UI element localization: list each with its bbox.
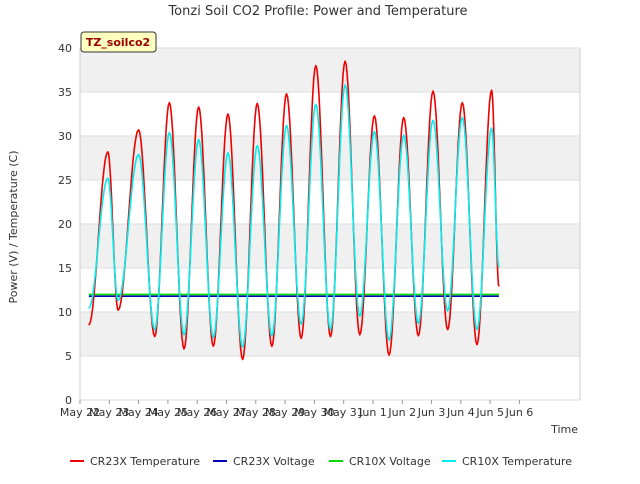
- x-tick-label: Jun 6: [505, 406, 534, 419]
- x-tick-label: May 23: [89, 406, 129, 419]
- series-line-cr10x-temperature: [88, 84, 500, 348]
- x-axis-label: Time: [550, 423, 578, 436]
- site-badge-box: [80, 31, 157, 53]
- x-tick-label: May 28: [236, 406, 276, 419]
- legend-label: CR10X Voltage: [349, 455, 431, 468]
- y-tick-label: 0: [65, 394, 72, 407]
- y-tick-labels: 0 5 10 15 20 25 30 35 40: [58, 42, 72, 407]
- y-tick-label: 15: [58, 262, 72, 275]
- x-tick-label: Jun 4: [446, 406, 475, 419]
- x-tick-label: May 22: [60, 406, 100, 419]
- plot-band: [80, 268, 580, 312]
- legend-label: CR23X Voltage: [233, 455, 315, 468]
- plot-band: [80, 136, 580, 180]
- x-tick-label: Jun 1: [358, 406, 387, 419]
- series-group: [88, 60, 500, 361]
- y-tick-label: 20: [58, 218, 72, 231]
- plot-band: [80, 224, 580, 268]
- legend-label: CR10X Temperature: [462, 455, 572, 468]
- plot-band: [80, 356, 580, 400]
- x-tick-label: May 25: [148, 406, 188, 419]
- y-tick-label: 5: [65, 350, 72, 363]
- x-tick-label: Jun 5: [475, 406, 504, 419]
- x-tick-label: May 29: [265, 406, 305, 419]
- y-axis-label: Power (V) / Temperature (C): [7, 150, 20, 303]
- chart-title: Tonzi Soil CO2 Profile: Power and Temper…: [167, 4, 467, 19]
- x-tick-label: May 24: [118, 406, 158, 419]
- x-tick-label: May 30: [294, 406, 334, 419]
- x-tick-label: Jun 2: [387, 406, 416, 419]
- x-tick-label: Jun 3: [417, 406, 446, 419]
- x-tick-label: May 27: [206, 406, 246, 419]
- series-line-cr23x-temperature: [88, 60, 500, 361]
- legend-label: CR23X Temperature: [90, 455, 200, 468]
- x-tick-label: May 26: [177, 406, 217, 419]
- plot-band: [80, 180, 580, 224]
- site-badge-label: TZ_soilco2: [86, 36, 150, 49]
- y-tick-label: 30: [58, 130, 72, 143]
- y-tick-label: 35: [58, 86, 72, 99]
- site-badge: TZ_soilco2: [80, 31, 157, 53]
- y-tick-label: 10: [58, 306, 72, 319]
- legend: CR23X Temperature CR23X Voltage CR10X Volt…: [70, 455, 572, 468]
- plot-band: [80, 92, 580, 136]
- x-tick-label: May 31: [324, 406, 364, 419]
- y-tick-label: 25: [58, 174, 72, 187]
- y-tick-label: 40: [58, 42, 72, 55]
- plot-band: [80, 48, 580, 92]
